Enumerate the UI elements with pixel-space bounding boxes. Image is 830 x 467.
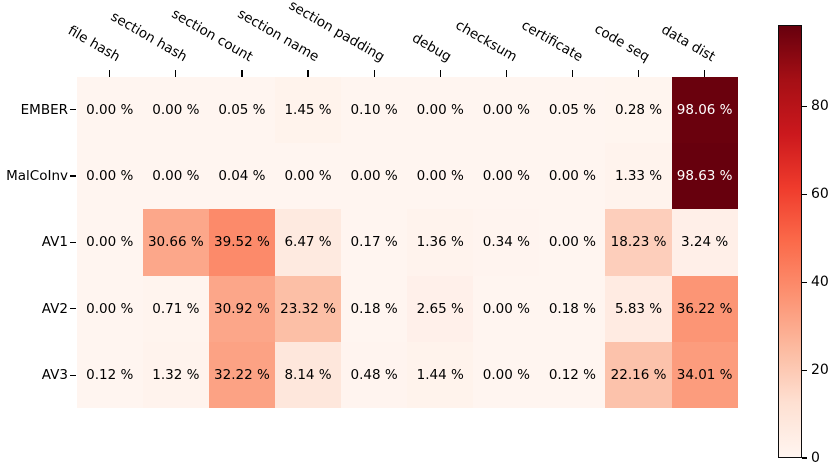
colorbar-tick-label: 40 [811,273,829,290]
heatmap-cell: 0.18 % [341,275,408,342]
colorbar-tick-mark [802,369,807,371]
colorbar-tick-label: 60 [811,186,829,203]
heatmap-cell: 1.32 % [142,341,209,409]
row-label: AV1 [41,234,68,251]
y-tick-mark [70,308,76,310]
x-tick-mark [571,70,574,77]
heatmap-cell: 0.28 % [605,76,672,143]
column-label: debug [408,29,454,66]
x-tick-mark [109,70,111,77]
heatmap-cell: 0.00 % [76,275,143,342]
heatmap-cell: 0.00 % [76,209,143,276]
heatmap-cell: 0.04 % [208,142,275,210]
y-tick-mark [70,175,76,177]
colorbar-tick-mark [802,106,807,108]
column-label: certificate [518,17,586,66]
y-tick-mark [70,374,76,376]
heatmap-cell: 0.00 % [473,275,540,342]
heatmap-cell: 36.22 % [671,275,738,342]
heatmap-cell: 0.34 % [473,209,540,276]
heatmap-cell: 18.23 % [605,209,672,276]
row-label: MalCoInv [6,168,68,185]
heatmap-cell: 0.00 % [539,209,606,276]
x-tick-mark [373,70,375,77]
heatmap-cell: 32.22 % [208,341,275,409]
heatmap-cell: 34.01 % [671,341,738,409]
heatmap-cell: 0.48 % [341,341,408,409]
heatmap-cell: 0.10 % [341,76,408,143]
heatmap-cell: 30.92 % [208,275,275,342]
heatmap-cell: 0.12 % [539,341,606,409]
heatmap-cell: 0.00 % [76,142,143,210]
heatmap-cell: 0.00 % [76,76,143,143]
heatmap-cell: 0.00 % [407,142,474,210]
heatmap-cell: 0.12 % [76,341,143,409]
x-tick-mark [175,70,177,77]
heatmap-cell: 0.18 % [539,275,606,342]
column-label: file hash [65,22,124,66]
row-label: AV2 [41,300,68,317]
heatmap-cell: 23.32 % [274,275,342,342]
heatmap-cell: 1.45 % [274,76,342,143]
heatmap-cell: 2.65 % [407,275,474,342]
row-label: AV3 [41,367,68,384]
heatmap-cell: 0.00 % [473,341,540,409]
colorbar-tick-label: 20 [811,361,829,378]
x-tick-mark [241,70,243,77]
heatmap-cell: 1.44 % [407,341,474,409]
heatmap-cell: 5.83 % [605,275,672,342]
x-tick-mark [505,70,507,77]
heatmap-cell: 0.00 % [473,142,540,210]
heatmap-cell: 8.14 % [274,341,342,409]
heatmap-cell: 0.00 % [142,142,209,210]
y-tick-mark [70,109,76,111]
heatmap-cell: 0.05 % [539,76,606,143]
heatmap-cell: 0.00 % [539,142,606,210]
column-label: checksum [452,17,520,66]
colorbar-tick-mark [802,193,807,196]
colorbar-tick-mark [802,457,807,459]
heatmap-cell: 0.00 % [142,76,209,143]
heatmap-cell: 1.36 % [407,209,474,276]
colorbar-gradient [779,26,801,457]
row-label: EMBER [20,101,68,118]
heatmap-cell: 0.00 % [473,76,540,143]
column-label: data dist [658,21,719,66]
heatmap-cell: 0.05 % [208,76,275,143]
heatmap-grid: 0.00 % 0.00 % 0.05 % 1.45 % 0.10 % 0.00 % 0.00… [76,76,738,409]
heatmap-cell: 0.00 % [341,142,408,210]
heatmap-cell: 1.33 % [605,142,672,210]
x-tick-mark [307,70,309,77]
heatmap-cell: 39.52 % [208,209,275,276]
x-tick-mark [637,70,640,77]
x-tick-mark [439,70,441,77]
colorbar-tick-label: 80 [811,98,829,115]
heatmap-cell: 0.71 % [142,275,209,342]
y-tick-mark [70,241,76,243]
column-label: code seq [591,20,653,66]
heatmap-cell: 22.16 % [605,341,672,409]
colorbar-tick-mark [802,281,807,283]
heatmap-cell: 3.24 % [671,209,738,276]
heatmap-cell: 98.63 % [671,142,738,210]
heatmap-cell: 0.00 % [274,142,342,210]
heatmap-cell: 6.47 % [274,209,342,276]
x-tick-mark [704,70,706,77]
heatmap-cell: 98.06 % [671,76,738,143]
colorbar [778,25,802,458]
colorbar-tick-label: 0 [811,449,820,466]
heatmap-cell: 0.17 % [341,209,408,276]
heatmap-cell: 30.66 % [142,209,209,276]
heatmap-cell: 0.00 % [407,76,474,143]
